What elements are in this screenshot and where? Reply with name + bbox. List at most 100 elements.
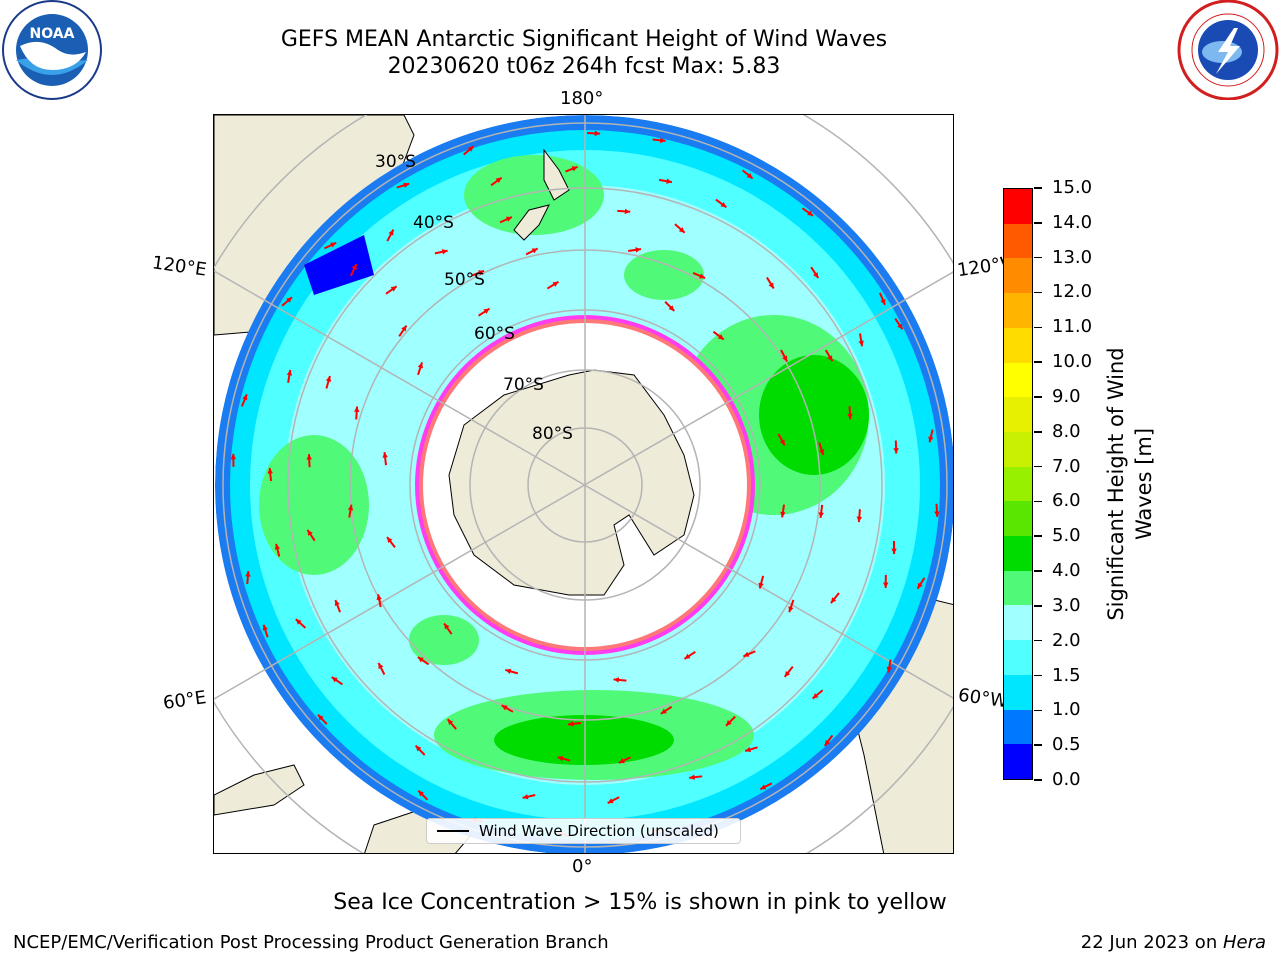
colorbar-tick <box>1034 256 1042 259</box>
colorbar-tick-label: 0.5 <box>1052 734 1081 756</box>
colorbar-segment <box>1004 397 1032 432</box>
colorbar-tick-label: 13.0 <box>1052 246 1093 268</box>
wave-direction-arrowhead <box>618 758 625 764</box>
sea-ice-note: Sea Ice Concentration > 15% is shown in … <box>333 890 947 915</box>
wave-direction-arrowhead <box>613 677 620 683</box>
colorbar-tick <box>1034 465 1042 468</box>
colorbar-tick <box>1034 396 1042 398</box>
wave-direction-arrowhead <box>635 247 642 253</box>
wave-direction-arrowhead <box>758 582 764 589</box>
lon-label-60w: 60°W <box>956 684 1009 713</box>
wave-direction-arrowhead <box>286 297 292 303</box>
wave-direction-arrowhead <box>666 178 672 184</box>
wave-direction-arrowhead <box>684 653 691 659</box>
wave-patch <box>464 155 604 235</box>
colorbar-segment <box>1004 605 1032 641</box>
legend-label: Wind Wave Direction (unscaled) <box>479 822 719 840</box>
wave-direction-arrowhead <box>347 504 354 511</box>
wave-direction-arrowhead <box>827 355 833 362</box>
colorbar-segment <box>1004 674 1032 710</box>
wave-direction-arrowhead <box>784 670 791 677</box>
colorbar-title: Significant Height of Wind Waves [m] <box>1104 347 1156 621</box>
wave-direction-arrowhead <box>934 511 940 517</box>
wave-direction-arrowhead <box>286 369 293 376</box>
colorbar-tick <box>1034 744 1042 746</box>
wave-direction-arrowhead <box>467 146 474 152</box>
chart-subtitle: 20230620 t06z 264h fcst Max: 5.83 <box>387 54 781 79</box>
wave-direction-arrowhead <box>230 453 237 460</box>
wave-direction-arrowhead <box>660 708 667 714</box>
wave-direction-arrowhead <box>745 746 752 753</box>
colorbar-tick-label: 3.0 <box>1052 594 1081 616</box>
wave-direction-arrowhead <box>568 721 574 727</box>
footer-date: 22 Jun 2023 on Hera <box>1080 932 1266 953</box>
wave-direction-arrowhead <box>883 582 889 588</box>
map-panel <box>213 114 954 854</box>
colorbar-tick <box>1034 500 1042 503</box>
colorbar-tick-label: 5.0 <box>1052 525 1081 547</box>
colorbar-tick-label: 6.0 <box>1052 490 1081 512</box>
wave-direction-arrowhead <box>403 182 410 188</box>
lon-label-60e: 60°E <box>161 687 208 714</box>
wave-direction-arrowhead <box>478 270 485 276</box>
colorbar-segment <box>1004 293 1032 328</box>
wave-direction-arrowhead <box>501 705 508 711</box>
wave-direction-arrowhead <box>668 305 675 311</box>
colorbar-segment <box>1004 258 1032 294</box>
wave-direction-arrowhead <box>242 394 248 401</box>
colorbar-tick <box>1034 326 1042 329</box>
wave-direction-arrowhead <box>886 666 892 673</box>
wave-direction-arrowhead <box>699 273 706 279</box>
wave-direction-arrowhead <box>417 657 424 663</box>
lat-label: 40°S <box>413 213 454 233</box>
wave-direction-arrowhead <box>779 439 785 446</box>
wave-direction-arrowhead <box>807 210 814 216</box>
wave-direction-arrowhead <box>522 794 529 800</box>
colorbar <box>1003 188 1033 780</box>
colorbar-tick-label: 15.0 <box>1052 177 1093 198</box>
colorbar-tick-label: 4.0 <box>1052 560 1081 582</box>
wave-direction-arrowhead <box>659 137 666 144</box>
wave-direction-arrowhead <box>782 355 788 362</box>
lat-label: 70°S <box>503 375 544 395</box>
wave-direction-arrowhead <box>495 177 502 184</box>
colorbar-segment <box>1004 189 1032 224</box>
wave-direction-arrowhead <box>607 798 614 804</box>
colorbar-tick-label: 1.0 <box>1052 699 1081 721</box>
wave-direction-arrowhead <box>387 537 393 543</box>
wave-direction-arrowhead <box>505 668 512 674</box>
wave-direction-arrowhead <box>856 516 863 523</box>
wave-direction-arrowhead <box>267 468 273 474</box>
wave-direction-arrowhead <box>571 166 578 172</box>
noaa-logo: NOAA <box>2 0 102 100</box>
national-weather-service-logo <box>1177 0 1279 100</box>
wave-direction-arrowhead <box>743 651 750 657</box>
new-zealand <box>543 148 570 201</box>
wave-direction-arrowhead <box>531 248 538 254</box>
wave-direction-arrowhead <box>768 282 774 289</box>
colorbar-segment <box>1004 466 1032 502</box>
colorbar-segment <box>1004 570 1032 606</box>
colorbar-tick <box>1034 187 1042 189</box>
colorbar-tick <box>1034 674 1042 677</box>
wave-direction-arrowhead <box>483 308 490 314</box>
wave-direction-arrowhead <box>897 323 903 330</box>
wave-direction-arrowhead <box>390 286 397 292</box>
wave-direction-arrowhead <box>505 216 512 222</box>
wave-direction-arrowhead <box>760 784 767 790</box>
colorbar-tick-label: 12.0 <box>1052 281 1093 303</box>
colorbar-segment <box>1004 327 1032 363</box>
wave-direction-arrowhead <box>388 229 394 236</box>
wave-direction-arrowhead <box>928 436 934 443</box>
wave-direction-arrowhead <box>880 298 886 305</box>
wave-direction-arrowhead <box>444 623 450 630</box>
wind-wave-arrows <box>230 130 940 838</box>
wave-direction-arrowhead <box>401 325 407 332</box>
colorbar-tick-label: 7.0 <box>1052 455 1081 477</box>
graticule <box>214 115 953 853</box>
wave-direction-arrowhead <box>330 242 337 248</box>
wave-patch <box>624 250 704 300</box>
wave-direction-arrowhead <box>726 720 732 726</box>
wave-direction-arrowhead <box>858 340 864 347</box>
lat-label: 50°S <box>444 270 485 290</box>
